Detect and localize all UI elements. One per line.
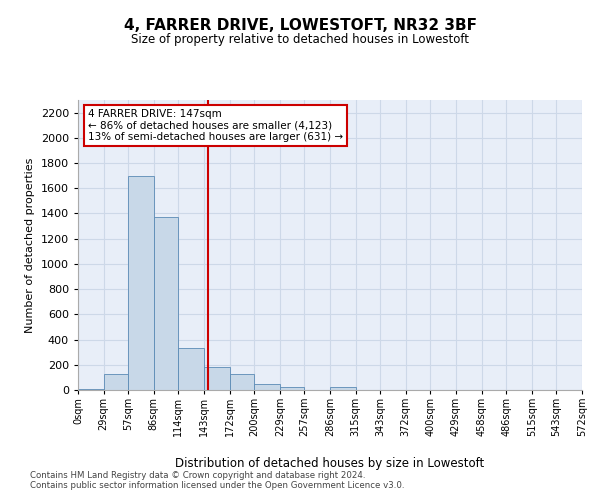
Text: Size of property relative to detached houses in Lowestoft: Size of property relative to detached ho… bbox=[131, 32, 469, 46]
Bar bbox=[128, 176, 154, 390]
Bar bbox=[280, 387, 304, 390]
Bar bbox=[230, 374, 254, 390]
Text: Distribution of detached houses by size in Lowestoft: Distribution of detached houses by size … bbox=[175, 457, 485, 470]
Bar bbox=[178, 348, 204, 390]
Bar bbox=[204, 366, 230, 390]
Bar bbox=[104, 374, 128, 390]
Bar bbox=[330, 387, 356, 390]
Text: 4 FARRER DRIVE: 147sqm
← 86% of detached houses are smaller (4,123)
13% of semi-: 4 FARRER DRIVE: 147sqm ← 86% of detached… bbox=[88, 108, 343, 142]
Bar bbox=[254, 384, 280, 390]
Y-axis label: Number of detached properties: Number of detached properties bbox=[25, 158, 35, 332]
Bar bbox=[154, 216, 178, 390]
Text: Contains HM Land Registry data © Crown copyright and database right 2024.
Contai: Contains HM Land Registry data © Crown c… bbox=[30, 470, 404, 490]
Text: 4, FARRER DRIVE, LOWESTOFT, NR32 3BF: 4, FARRER DRIVE, LOWESTOFT, NR32 3BF bbox=[124, 18, 476, 32]
